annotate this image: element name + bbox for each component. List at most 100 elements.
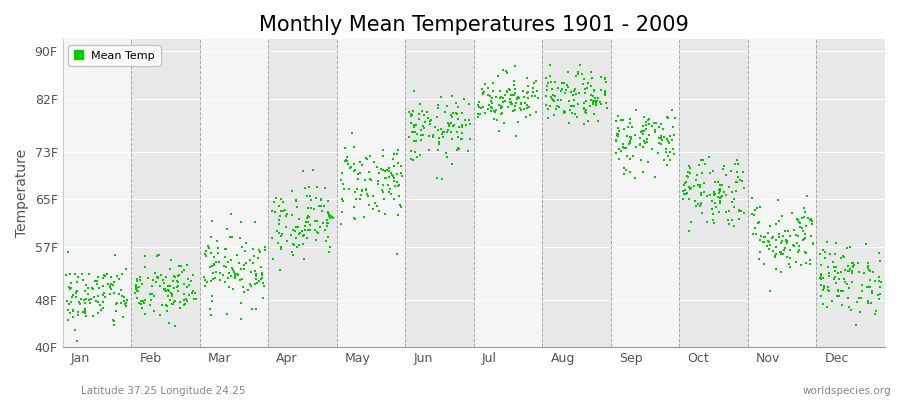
Point — [360, 193, 374, 199]
Point — [642, 116, 656, 122]
Point — [248, 281, 262, 288]
Point — [173, 304, 187, 311]
Point — [201, 243, 215, 250]
Point — [387, 162, 401, 169]
Point — [614, 148, 628, 154]
Point — [791, 216, 806, 223]
Point — [550, 102, 564, 109]
Point — [167, 298, 182, 304]
Point — [712, 187, 726, 193]
Point — [174, 262, 188, 269]
Point — [232, 260, 247, 266]
Point — [825, 258, 840, 265]
Point — [486, 88, 500, 94]
Point — [647, 174, 662, 180]
Point — [872, 250, 886, 256]
Point — [796, 228, 810, 234]
Point — [561, 68, 575, 75]
Point — [235, 276, 249, 282]
Point — [826, 276, 841, 282]
Point — [714, 188, 728, 194]
Point — [822, 272, 836, 279]
Point — [791, 219, 806, 226]
Point — [246, 246, 260, 252]
Point — [362, 169, 376, 175]
Point — [690, 201, 705, 207]
Point — [522, 104, 536, 110]
Point — [370, 163, 384, 170]
Point — [188, 296, 202, 302]
Point — [665, 124, 680, 130]
Point — [403, 148, 418, 155]
Point — [132, 277, 147, 284]
Point — [198, 251, 212, 258]
Point — [872, 274, 886, 280]
Point — [295, 241, 310, 247]
Point — [647, 120, 662, 126]
Point — [816, 283, 831, 290]
Point — [439, 154, 454, 160]
Point — [375, 189, 390, 195]
Point — [166, 277, 180, 284]
Text: worldspecies.org: worldspecies.org — [803, 386, 891, 396]
Point — [106, 279, 121, 286]
Point — [719, 192, 733, 198]
Point — [541, 115, 555, 122]
Point — [662, 133, 677, 140]
Point — [761, 238, 776, 245]
Point — [320, 217, 335, 224]
Point — [310, 184, 325, 190]
Point — [81, 284, 95, 291]
Point — [213, 270, 228, 276]
Point — [660, 162, 674, 168]
Point — [348, 167, 363, 173]
Point — [586, 87, 600, 94]
Point — [134, 281, 148, 288]
Point — [489, 107, 503, 113]
Point — [540, 83, 554, 89]
Point — [753, 204, 768, 210]
Point — [430, 102, 445, 108]
Point — [78, 306, 93, 312]
Point — [748, 207, 762, 213]
Point — [232, 235, 247, 242]
Point — [66, 292, 80, 298]
Point — [336, 181, 350, 187]
Point — [662, 138, 676, 144]
Point — [95, 274, 110, 281]
Point — [600, 105, 615, 111]
Point — [295, 233, 310, 239]
Point — [153, 282, 167, 289]
Point — [243, 280, 257, 287]
Point — [161, 288, 176, 294]
Point — [375, 167, 390, 173]
Bar — [748, 39, 816, 347]
Point — [291, 224, 305, 230]
Point — [648, 129, 662, 135]
Point — [347, 168, 362, 174]
Point — [872, 278, 886, 284]
Point — [690, 172, 705, 178]
Point — [587, 88, 601, 94]
Point — [186, 288, 201, 294]
Point — [491, 102, 506, 108]
Point — [845, 263, 859, 270]
Point — [729, 179, 743, 186]
Point — [268, 195, 283, 201]
Point — [346, 214, 361, 221]
Point — [278, 224, 293, 230]
Point — [364, 177, 378, 183]
Point — [576, 100, 590, 106]
Point — [757, 234, 771, 240]
Point — [93, 302, 107, 308]
Point — [716, 166, 730, 172]
Point — [737, 185, 751, 192]
Point — [68, 289, 83, 296]
Point — [325, 214, 339, 220]
Point — [576, 81, 590, 88]
Point — [841, 295, 855, 302]
Point — [177, 297, 192, 303]
Point — [798, 208, 813, 215]
Point — [132, 284, 147, 290]
Point — [518, 94, 532, 101]
